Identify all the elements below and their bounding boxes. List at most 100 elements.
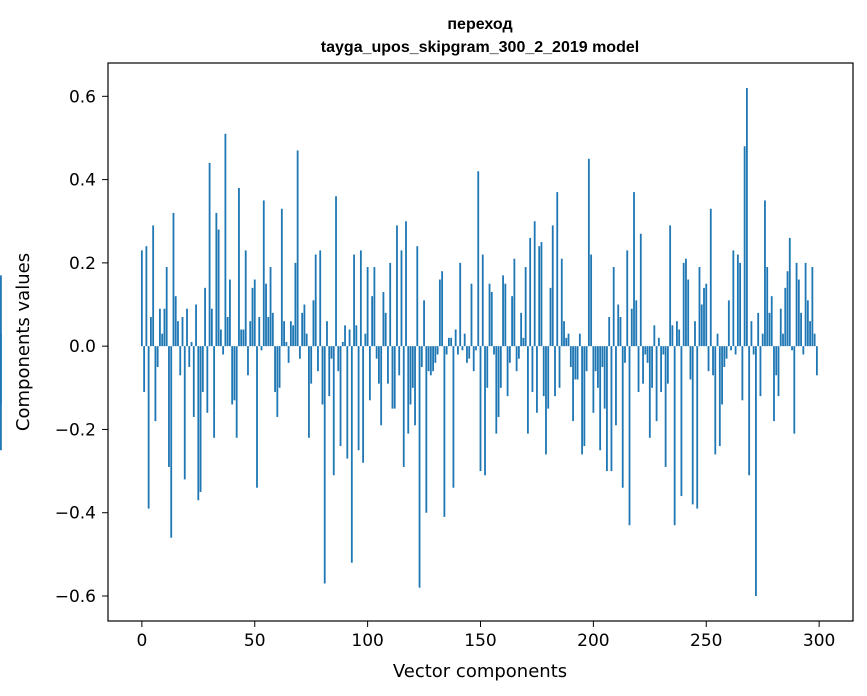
bar xyxy=(646,346,649,363)
bar xyxy=(323,346,326,584)
bar xyxy=(795,262,798,347)
bar xyxy=(682,262,685,347)
bar xyxy=(800,312,802,347)
bar xyxy=(551,225,554,347)
bar xyxy=(615,346,617,426)
bar xyxy=(644,346,647,355)
bar xyxy=(204,287,206,347)
bar xyxy=(786,271,789,347)
bar xyxy=(341,342,344,347)
bar xyxy=(344,325,346,347)
bar xyxy=(427,346,430,372)
bar xyxy=(736,254,739,347)
bar xyxy=(676,321,678,347)
x-tick-label: 100 xyxy=(351,631,383,651)
bar xyxy=(233,346,236,401)
bar xyxy=(382,292,385,347)
bar xyxy=(565,337,568,347)
bar xyxy=(608,317,611,347)
bar xyxy=(165,267,168,347)
bar xyxy=(416,246,419,347)
bar xyxy=(276,346,279,417)
bar xyxy=(260,346,263,351)
bar xyxy=(425,346,428,513)
bar xyxy=(143,346,146,392)
bar xyxy=(461,346,464,351)
bar xyxy=(709,208,712,347)
bar xyxy=(210,308,213,347)
y-tick-label: 0.6 xyxy=(69,87,96,107)
bar xyxy=(806,300,809,347)
bar xyxy=(764,200,766,347)
bar xyxy=(691,346,694,505)
bar xyxy=(278,346,281,388)
x-axis-label: Vector components xyxy=(393,661,567,682)
bar xyxy=(797,279,800,347)
bar xyxy=(179,346,182,376)
bar xyxy=(445,346,448,355)
bar xyxy=(757,312,760,347)
bar xyxy=(247,346,249,376)
bar xyxy=(387,346,389,384)
bar xyxy=(583,346,586,447)
bar xyxy=(766,267,769,347)
bar xyxy=(791,346,793,351)
bar xyxy=(685,258,687,347)
bar xyxy=(666,346,669,384)
x-tick-label: 150 xyxy=(464,631,496,651)
bar xyxy=(339,346,342,447)
bar xyxy=(301,312,304,347)
bar xyxy=(513,258,516,347)
bar xyxy=(314,254,317,347)
bar xyxy=(617,304,620,347)
bar xyxy=(802,346,805,355)
bar xyxy=(251,287,254,347)
bar xyxy=(470,283,473,347)
bar xyxy=(815,346,818,376)
y-tick-label: −0.6 xyxy=(55,587,96,607)
bar xyxy=(353,254,355,347)
bar xyxy=(678,329,681,347)
bar xyxy=(432,346,434,372)
bar xyxy=(468,346,471,359)
bar xyxy=(585,346,588,372)
bar xyxy=(587,158,590,347)
bar xyxy=(511,296,514,347)
bar xyxy=(542,346,545,397)
bar xyxy=(768,312,771,347)
bar xyxy=(434,346,437,363)
bar xyxy=(294,262,297,347)
bar xyxy=(168,346,170,467)
bar xyxy=(680,346,683,497)
x-tick-label: 300 xyxy=(803,631,835,651)
bar xyxy=(508,346,511,363)
bar xyxy=(563,321,565,347)
bar xyxy=(149,317,152,347)
bar xyxy=(770,296,773,347)
bar xyxy=(373,267,376,347)
bar xyxy=(147,346,150,509)
bar xyxy=(506,346,509,397)
bar xyxy=(700,304,703,347)
bar xyxy=(698,267,701,347)
bar xyxy=(522,337,525,347)
bar xyxy=(192,346,195,417)
bar xyxy=(779,308,782,347)
bar xyxy=(639,233,642,347)
bar xyxy=(310,346,313,384)
bar xyxy=(531,346,534,392)
bar xyxy=(357,346,360,451)
bar xyxy=(317,346,319,372)
x-tick-label: 50 xyxy=(244,631,266,651)
bar xyxy=(364,333,367,347)
bar xyxy=(145,246,148,347)
bar xyxy=(201,346,204,392)
bar xyxy=(788,237,791,347)
bar xyxy=(761,333,764,347)
bar xyxy=(355,325,358,347)
bar xyxy=(664,346,667,467)
bar xyxy=(269,267,272,347)
bar xyxy=(755,346,757,597)
bar xyxy=(477,171,480,347)
